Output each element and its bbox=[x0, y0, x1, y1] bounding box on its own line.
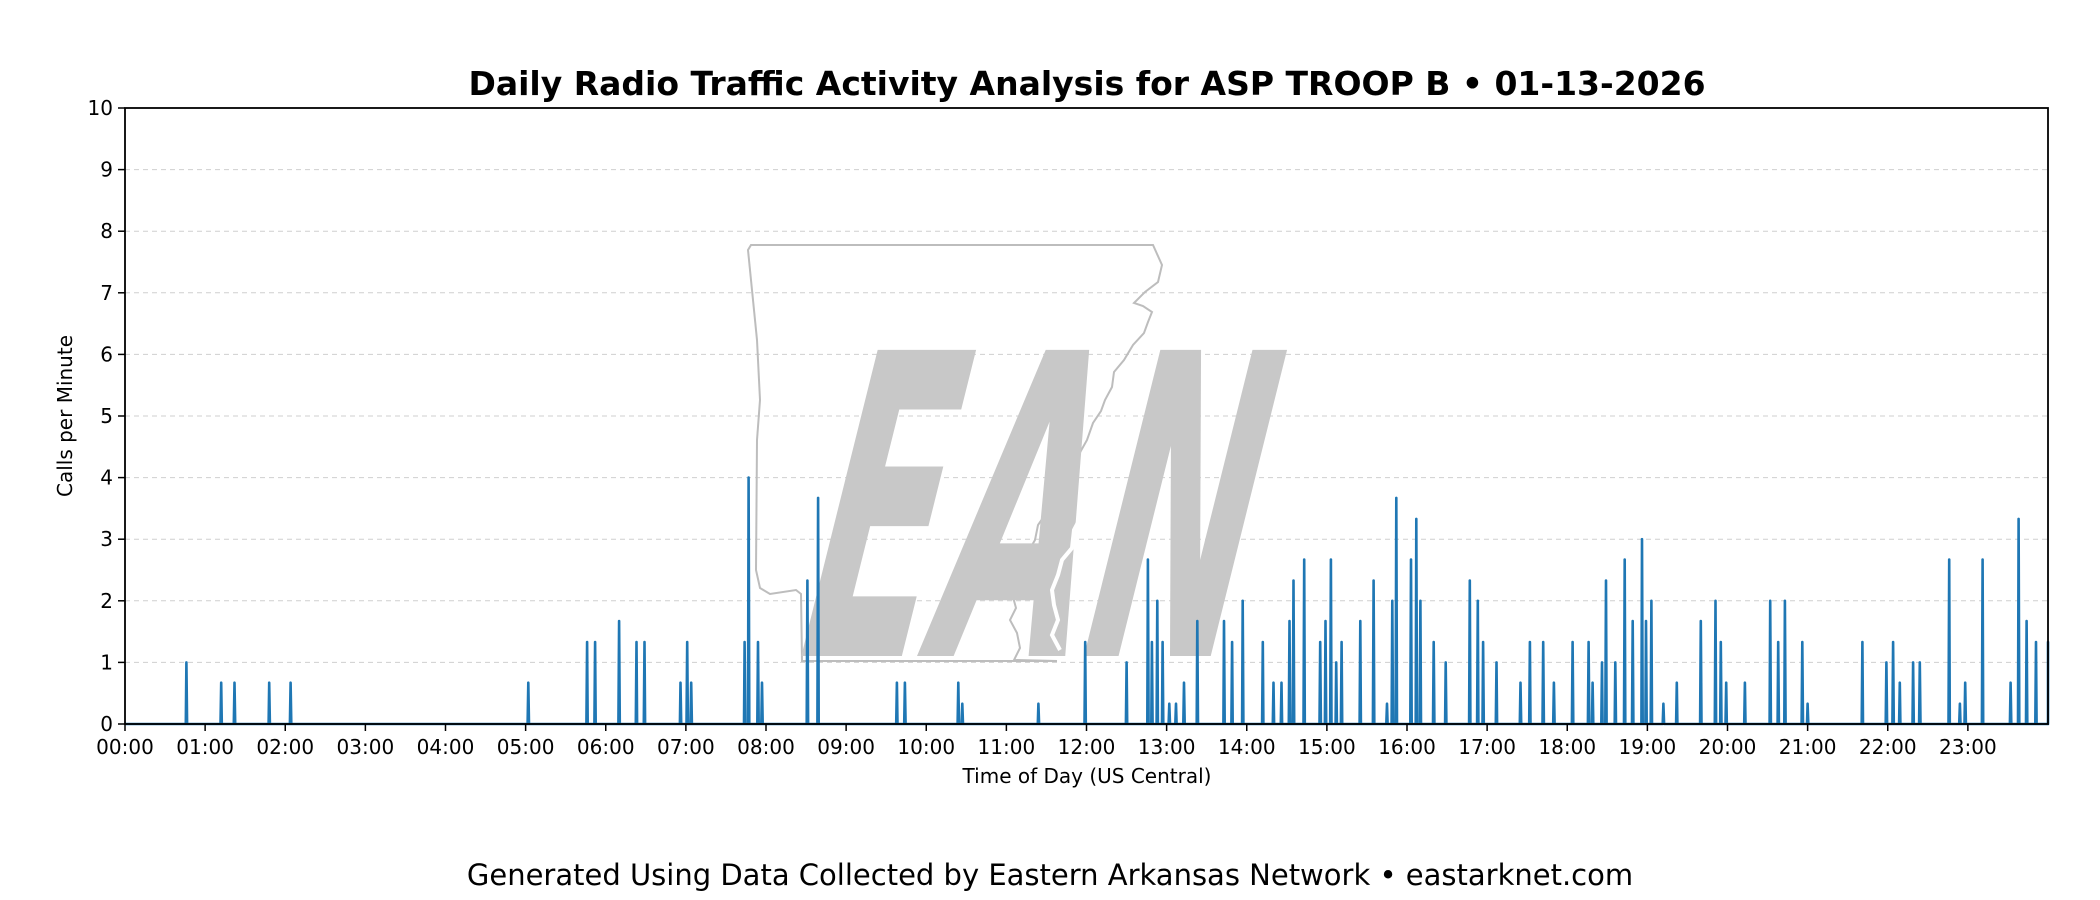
footer-credit: Generated Using Data Collected by Easter… bbox=[466, 858, 1634, 892]
y-tick-label: 8 bbox=[100, 219, 113, 243]
y-tick-label: 9 bbox=[100, 158, 113, 182]
x-tick-label: 10:00 bbox=[897, 735, 955, 759]
river-line bbox=[1049, 303, 1185, 651]
x-tick-label: 14:00 bbox=[1218, 735, 1276, 759]
y-tick-label: 3 bbox=[100, 527, 113, 551]
x-tick-label: 19:00 bbox=[1619, 735, 1677, 759]
ean-watermark-logo: EAN bbox=[746, 244, 1326, 755]
y-tick-label: 5 bbox=[100, 404, 113, 428]
y-tick-label: 1 bbox=[100, 650, 113, 674]
y-tick-label: 4 bbox=[100, 466, 113, 490]
x-tick-label: 12:00 bbox=[1058, 735, 1116, 759]
x-tick-label: 17:00 bbox=[1458, 735, 1516, 759]
x-tick-label: 11:00 bbox=[978, 735, 1036, 759]
x-tick-label: 02:00 bbox=[256, 735, 314, 759]
x-tick-label: 18:00 bbox=[1538, 735, 1596, 759]
axis-ticks: 0 1 2 3 4 5 6 7 8 9 10 00:00 01:00 02:00 03:00 04:00 05:… bbox=[88, 96, 1997, 759]
arkansas-outline bbox=[746, 244, 1164, 662]
watermark-letters: EAN bbox=[759, 266, 1326, 755]
x-tick-label: 09:00 bbox=[817, 735, 875, 759]
x-tick-label: 20:00 bbox=[1699, 735, 1757, 759]
x-tick-label: 13:00 bbox=[1138, 735, 1196, 759]
x-tick-label: 07:00 bbox=[657, 735, 715, 759]
y-tick-label: 7 bbox=[100, 281, 113, 305]
x-tick-label: 08:00 bbox=[737, 735, 795, 759]
y-tick-label: 0 bbox=[100, 712, 113, 736]
x-tick-label: 00:00 bbox=[96, 735, 154, 759]
y-tick-label: 2 bbox=[100, 589, 113, 613]
x-tick-label: 03:00 bbox=[337, 735, 395, 759]
y-tick-label: 10 bbox=[88, 96, 113, 120]
x-tick-label: 21:00 bbox=[1779, 735, 1837, 759]
x-tick-label: 15:00 bbox=[1298, 735, 1356, 759]
series-line bbox=[125, 476, 2050, 726]
x-tick-label: 04:00 bbox=[417, 735, 475, 759]
x-tick-label: 22:00 bbox=[1859, 735, 1917, 759]
x-axis-label: Time of Day (US Central) bbox=[962, 764, 1212, 788]
chart-title: Daily Radio Traffic Activity Analysis fo… bbox=[468, 64, 1705, 103]
x-tick-label: 05:00 bbox=[497, 735, 555, 759]
x-tick-label: 06:00 bbox=[577, 735, 635, 759]
x-tick-label: 01:00 bbox=[176, 735, 234, 759]
x-tick-label: 16:00 bbox=[1378, 735, 1436, 759]
series-layer bbox=[125, 476, 2094, 726]
y-axis-label: Calls per Minute bbox=[53, 335, 77, 497]
y-tick-label: 6 bbox=[100, 342, 113, 366]
x-tick-label: 23:00 bbox=[1939, 735, 1997, 759]
gridlines bbox=[125, 169, 2048, 663]
